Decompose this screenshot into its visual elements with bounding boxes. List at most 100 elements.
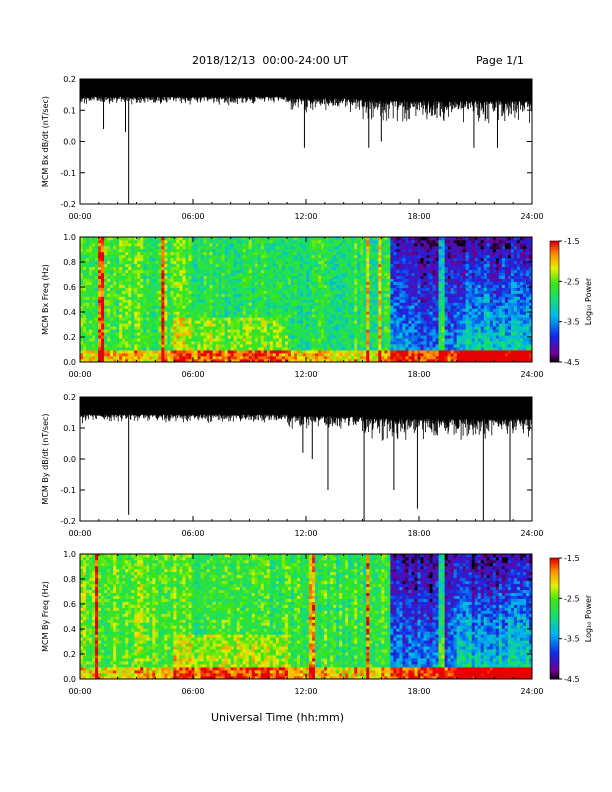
heatmap-cell (218, 347, 222, 351)
heatmap-cell (357, 266, 361, 271)
heatmap-cell (215, 269, 219, 274)
heatmap-cell (375, 323, 379, 327)
heatmap-cell (321, 353, 325, 357)
heatmap-cell (113, 269, 117, 274)
heatmap-cell (221, 257, 225, 262)
heatmap-cell (197, 353, 201, 357)
heatmap-cell (345, 317, 349, 321)
heatmap-cell (321, 347, 325, 351)
heatmap-cell (315, 317, 319, 321)
heatmap-cell (405, 305, 409, 309)
heatmap-cell (254, 350, 259, 354)
heatmap-cell (287, 275, 292, 279)
heatmap-cell (302, 296, 307, 300)
heatmap-cell (104, 299, 108, 303)
heatmap-cell (309, 248, 313, 253)
heatmap-cell (170, 237, 174, 241)
heatmap-cell (423, 269, 427, 274)
heatmap-cell (360, 263, 364, 268)
heatmap-cell (263, 281, 268, 285)
heatmap-cell (203, 284, 207, 288)
heatmap-cell (324, 275, 328, 279)
heatmap-cell (194, 237, 198, 241)
heatmap-cell (330, 335, 334, 339)
heatmap-cell (408, 242, 412, 247)
heatmap-cell (242, 341, 247, 345)
heatmap-cell (411, 251, 415, 256)
heatmap-cell (248, 311, 253, 315)
heatmap-cell (354, 272, 358, 276)
heatmap-cell (221, 338, 225, 342)
heatmap-cell (179, 281, 183, 285)
heatmap-cell (348, 308, 352, 312)
heatmap-cell (251, 290, 256, 294)
heatmap-cell (275, 269, 280, 274)
heatmap-cell (420, 302, 424, 306)
heatmap-cell (98, 311, 102, 315)
heatmap-cell (408, 353, 412, 357)
heatmap-cell (396, 341, 400, 345)
heatmap-cell (194, 242, 198, 247)
heatmap-cell (299, 305, 304, 309)
heatmap-cell (287, 341, 292, 345)
heatmap-cell (290, 260, 295, 265)
heatmap-cell (405, 278, 409, 282)
heatmap-cell (206, 284, 210, 288)
heatmap-cell (89, 293, 93, 297)
heatmap-cell (107, 287, 111, 291)
heatmap-cell (254, 248, 259, 253)
heatmap-cell (351, 257, 355, 262)
panel-0-xtick-label: 18:00 (407, 212, 430, 221)
heatmap-cell (167, 350, 171, 354)
heatmap-cell (333, 329, 337, 333)
heatmap-cell (95, 287, 99, 291)
heatmap-cell (248, 281, 253, 285)
heatmap-cell (366, 239, 370, 244)
heatmap-cell (113, 347, 117, 351)
heatmap-cell (302, 302, 307, 306)
heatmap-cell (333, 237, 337, 241)
heatmap-cell (233, 311, 237, 315)
heatmap-cell (417, 317, 421, 321)
heatmap-cell (149, 272, 153, 276)
heatmap-cell (290, 278, 295, 282)
heatmap-cell (125, 260, 129, 265)
heatmap-cell (221, 239, 225, 244)
heatmap-cell (417, 248, 421, 253)
heatmap-cell (185, 239, 189, 244)
heatmap-cell (299, 311, 304, 315)
heatmap-cell (263, 242, 268, 247)
heatmap-cell (161, 305, 165, 309)
heatmap-cell (116, 335, 120, 339)
heatmap-cell (336, 260, 340, 265)
heatmap-cell (230, 272, 234, 276)
heatmap-cell (375, 308, 379, 312)
heatmap-cell (423, 299, 427, 303)
heatmap-cell (236, 287, 240, 291)
heatmap-cell (318, 344, 322, 348)
heatmap-cell (89, 305, 93, 309)
heatmap-cell (426, 284, 430, 288)
heatmap-cell (309, 237, 313, 241)
heatmap-cell (161, 287, 165, 291)
heatmap-cell (239, 272, 244, 276)
heatmap-cell (315, 332, 319, 336)
heatmap-cell (423, 326, 427, 330)
heatmap-cell (164, 317, 168, 321)
heatmap-cell (309, 242, 313, 247)
heatmap-cell (402, 305, 406, 309)
heatmap-cell (302, 293, 307, 297)
heatmap-cell (179, 245, 183, 250)
heatmap-cell (387, 314, 391, 318)
heatmap-cell (188, 278, 192, 282)
heatmap-cell (200, 332, 204, 336)
heatmap-cell (137, 338, 141, 342)
heatmap-cell (324, 311, 328, 315)
heatmap-cell (230, 347, 234, 351)
heatmap-cell (302, 350, 307, 354)
heatmap-cell (155, 320, 159, 324)
heatmap-cell (423, 278, 427, 282)
heatmap-cell (155, 302, 159, 306)
heatmap-cell (188, 323, 192, 327)
heatmap-cell (399, 323, 403, 327)
